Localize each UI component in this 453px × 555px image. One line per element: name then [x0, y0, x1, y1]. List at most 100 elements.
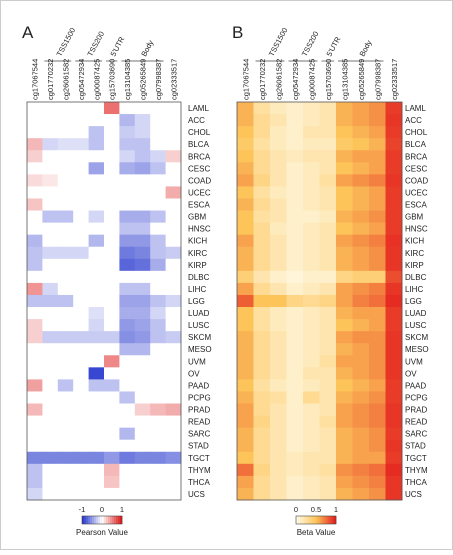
- heatmap-cell: [88, 403, 105, 416]
- heatmap-cell: [57, 138, 74, 151]
- heatmap-cell: [303, 343, 320, 356]
- heatmap-cell: [385, 282, 403, 296]
- colorbar-segment: [92, 516, 95, 524]
- row-label: PRAD: [405, 406, 427, 415]
- heatmap-cell: [352, 126, 370, 139]
- heatmap-cell: [119, 355, 136, 368]
- heatmap-cell: [27, 439, 43, 453]
- heatmap-cell: [150, 391, 166, 404]
- heatmap-cell: [165, 234, 182, 248]
- row-label: GBM: [188, 213, 207, 222]
- heatmap-cell: [385, 174, 403, 187]
- heatmap-cell: [150, 379, 166, 392]
- heatmap-cell: [119, 138, 136, 151]
- heatmap-cell: [303, 186, 320, 199]
- heatmap-cell: [104, 403, 120, 416]
- heatmap-cell: [88, 391, 105, 404]
- heatmap-cell: [352, 210, 370, 224]
- heatmap-cell: [134, 307, 151, 320]
- heatmap-cell: [104, 343, 120, 356]
- heatmap-cell: [27, 475, 43, 489]
- heatmap-cell: [134, 258, 151, 272]
- heatmap-cell: [253, 391, 271, 404]
- heatmap-cell: [253, 114, 271, 127]
- row-label: LIHC: [405, 285, 423, 294]
- heatmap-cell: [303, 294, 320, 308]
- heatmap-cell: [352, 162, 370, 175]
- heatmap-cell: [286, 451, 304, 465]
- heatmap-cell: [104, 367, 120, 380]
- column-label: cg07998387: [154, 59, 163, 100]
- row-label: STAD: [188, 442, 209, 451]
- heatmap-cell: [73, 246, 89, 260]
- heatmap-cell: [104, 246, 120, 260]
- heatmap-cell: [119, 307, 136, 320]
- heatmap-cell: [150, 258, 166, 272]
- heatmap-cell: [27, 126, 43, 139]
- column-label: cg13104385: [123, 59, 132, 100]
- heatmap-cell: [286, 415, 304, 429]
- heatmap-cell: [319, 451, 337, 465]
- heatmap-cell: [270, 114, 287, 127]
- heatmap-cell: [286, 102, 304, 115]
- heatmap-cell: [303, 367, 320, 380]
- heatmap-cell: [42, 415, 59, 429]
- heatmap-cell: [134, 234, 151, 248]
- heatmap-cell: [336, 294, 353, 308]
- heatmap-cell: [352, 379, 370, 392]
- heatmap-cell: [352, 294, 370, 308]
- heatmap-cell: [119, 150, 136, 163]
- heatmap-cell: [352, 307, 370, 320]
- row-label: SKCM: [188, 333, 211, 342]
- heatmap-cell: [237, 487, 254, 501]
- heatmap-cell: [286, 258, 304, 272]
- heatmap-cell: [57, 475, 74, 489]
- heatmap-cell: [319, 258, 337, 272]
- heatmap-cell: [286, 355, 304, 368]
- heatmap-cell: [73, 403, 89, 416]
- heatmap-cell: [88, 150, 105, 163]
- colorbar-segment: [106, 516, 109, 524]
- heatmap-cell: [286, 487, 304, 501]
- heatmap-cell: [27, 258, 43, 272]
- heatmap-cell: [119, 439, 136, 453]
- heatmap-cell: [27, 282, 43, 296]
- heatmap-cell: [165, 174, 182, 187]
- heatmap-cell: [165, 307, 182, 320]
- heatmap-cell: [73, 307, 89, 320]
- heatmap-cell: [150, 451, 166, 465]
- heatmap-cell: [42, 427, 59, 441]
- heatmap-cell: [119, 343, 136, 356]
- colorbar-segment: [304, 516, 307, 524]
- heatmap-cell: [88, 319, 105, 332]
- heatmap-cell: [270, 367, 287, 380]
- heatmap-cell: [319, 427, 337, 441]
- heatmap-cell: [303, 427, 320, 441]
- heatmap-cell: [134, 391, 151, 404]
- heatmap-cell: [237, 246, 254, 260]
- heatmap-cell: [352, 102, 370, 115]
- heatmap-cell: [119, 282, 136, 296]
- heatmap-cell: [104, 331, 120, 344]
- heatmap-cell: [385, 427, 403, 441]
- heatmap-cell: [119, 210, 136, 224]
- heatmap-cell: [134, 475, 151, 489]
- heatmap-cell: [165, 114, 182, 127]
- heatmap-cell: [369, 102, 386, 115]
- heatmap-cell: [385, 234, 403, 248]
- heatmap-cell: [150, 246, 166, 260]
- heatmap-cell: [237, 222, 254, 236]
- heatmap-cell: [119, 487, 136, 501]
- row-label: ESCA: [405, 201, 427, 210]
- heatmap-cell: [57, 379, 74, 392]
- heatmap-cell: [303, 162, 320, 175]
- heatmap-cell: [42, 367, 59, 380]
- row-label: PCPG: [405, 393, 428, 402]
- colorbar-segment: [96, 516, 99, 524]
- heatmap-cell: [270, 355, 287, 368]
- heatmap-cell: [134, 102, 151, 115]
- heatmap-cell: [88, 258, 105, 272]
- heatmap-cell: [336, 210, 353, 224]
- heatmap-cell: [104, 475, 120, 489]
- heatmap-cell: [286, 367, 304, 380]
